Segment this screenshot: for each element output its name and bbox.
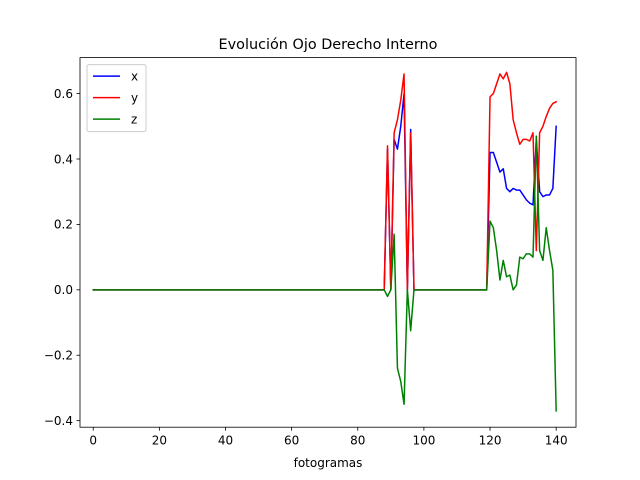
x-tick-label: 100 (412, 434, 435, 448)
y-tick-label: 0.6 (54, 87, 73, 101)
legend: xyz (86, 64, 147, 133)
legend-label-z: z (131, 112, 137, 126)
y-tick-label: −0.4 (44, 414, 73, 428)
x-tick-label: 0 (89, 434, 97, 448)
legend-label-y: y (131, 91, 138, 105)
series-line-y (92, 71, 558, 291)
legend-label-x: x (131, 69, 138, 83)
x-axis-label: fotogramas (294, 456, 363, 470)
x-tick-label: 140 (545, 434, 568, 448)
y-tick-label: 0.0 (54, 283, 73, 297)
axis-ticks: 0 20 40 60 80 100 120 140 −0.4 −0.2 0.0 0.2 0.4 0.6 (44, 87, 568, 448)
series-line-z (92, 135, 557, 412)
x-tick-label: 40 (218, 434, 233, 448)
x-tick-label: 60 (284, 434, 299, 448)
y-tick-label: 0.2 (54, 218, 73, 232)
y-tick-label: 0.4 (54, 152, 73, 166)
x-tick-label: 80 (350, 434, 365, 448)
x-tick-label: 20 (152, 434, 167, 448)
y-tick-label: −0.2 (44, 349, 73, 363)
chart-title: Evolución Ojo Derecho Interno (219, 37, 438, 53)
axes-frame (79, 57, 577, 428)
plot-area (92, 71, 558, 412)
x-tick-label: 120 (479, 434, 502, 448)
